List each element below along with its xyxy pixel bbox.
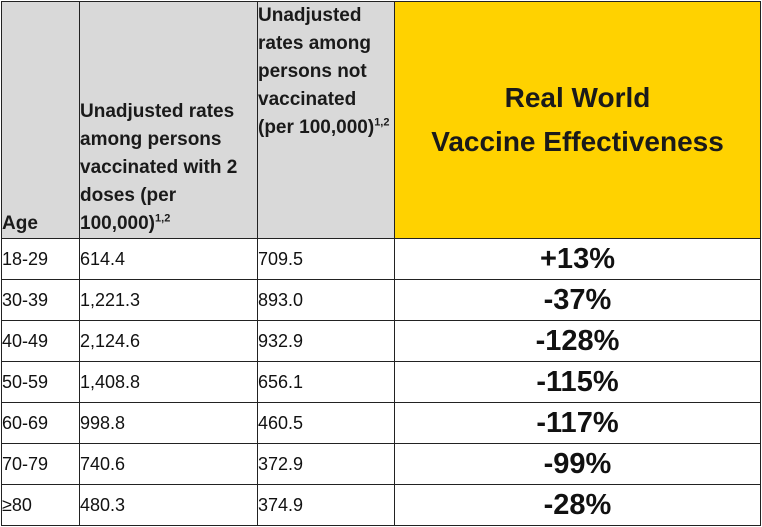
- table-row: 40-49 2,124.6 932.9 -128%: [1, 320, 761, 362]
- header-vaccinated-rate: Unadjusted rates among persons vaccinate…: [79, 1, 258, 239]
- cell-vaccinated-rate: 480.3: [79, 484, 258, 526]
- table-row: 30-39 1,221.3 893.0 -37%: [1, 279, 761, 321]
- cell-vaccinated-rate: 1,221.3: [79, 279, 258, 321]
- table-row: 60-69 998.8 460.5 -117%: [1, 402, 761, 444]
- cell-vaccinated-rate: 740.6: [79, 443, 258, 485]
- header-effectiveness-line2: Vaccine Effectiveness: [431, 126, 724, 157]
- cell-unvaccinated-rate: 656.1: [257, 361, 395, 403]
- header-vaccinated-footnote: 1,2: [155, 212, 171, 225]
- header-unvaccinated-footnote: 1,2: [374, 116, 390, 129]
- cell-vaccinated-rate: 998.8: [79, 402, 258, 444]
- cell-vaccinated-rate: 2,124.6: [79, 320, 258, 362]
- cell-unvaccinated-rate: 460.5: [257, 402, 395, 444]
- cell-unvaccinated-rate: 709.5: [257, 238, 395, 280]
- header-vaccinated-text: Unadjusted rates among persons vaccinate…: [80, 101, 238, 234]
- cell-unvaccinated-rate: 932.9: [257, 320, 395, 362]
- cell-effectiveness: -128%: [394, 320, 761, 362]
- header-effectiveness: Real World Vaccine Effectiveness: [394, 1, 761, 239]
- cell-vaccinated-rate: 614.4: [79, 238, 258, 280]
- cell-age: 30-39: [1, 279, 80, 321]
- cell-age: ≥80: [1, 484, 80, 526]
- cell-age: 60-69: [1, 402, 80, 444]
- header-row: Age Unadjusted rates among persons vacci…: [1, 1, 761, 239]
- cell-unvaccinated-rate: 374.9: [257, 484, 395, 526]
- cell-effectiveness: -117%: [394, 402, 761, 444]
- header-age: Age: [1, 1, 80, 239]
- table-row: 50-59 1,408.8 656.1 -115%: [1, 361, 761, 403]
- table-row: ≥80 480.3 374.9 -28%: [1, 484, 761, 526]
- cell-effectiveness: -115%: [394, 361, 761, 403]
- cell-unvaccinated-rate: 372.9: [257, 443, 395, 485]
- cell-effectiveness: +13%: [394, 238, 761, 280]
- header-unvaccinated-rate: Unadjusted rates among persons not vacci…: [257, 1, 395, 239]
- cell-age: 18-29: [1, 238, 80, 280]
- cell-effectiveness: -37%: [394, 279, 761, 321]
- cell-age: 40-49: [1, 320, 80, 362]
- cell-age: 50-59: [1, 361, 80, 403]
- cell-effectiveness: -28%: [394, 484, 761, 526]
- table-row: 70-79 740.6 372.9 -99%: [1, 443, 761, 485]
- cell-effectiveness: -99%: [394, 443, 761, 485]
- header-unvaccinated-text: Unadjusted rates among persons not vacci…: [258, 5, 375, 138]
- cell-vaccinated-rate: 1,408.8: [79, 361, 258, 403]
- table-row: 18-29 614.4 709.5 +13%: [1, 238, 761, 280]
- cell-age: 70-79: [1, 443, 80, 485]
- header-effectiveness-line1: Real World: [504, 82, 651, 113]
- cell-unvaccinated-rate: 893.0: [257, 279, 395, 321]
